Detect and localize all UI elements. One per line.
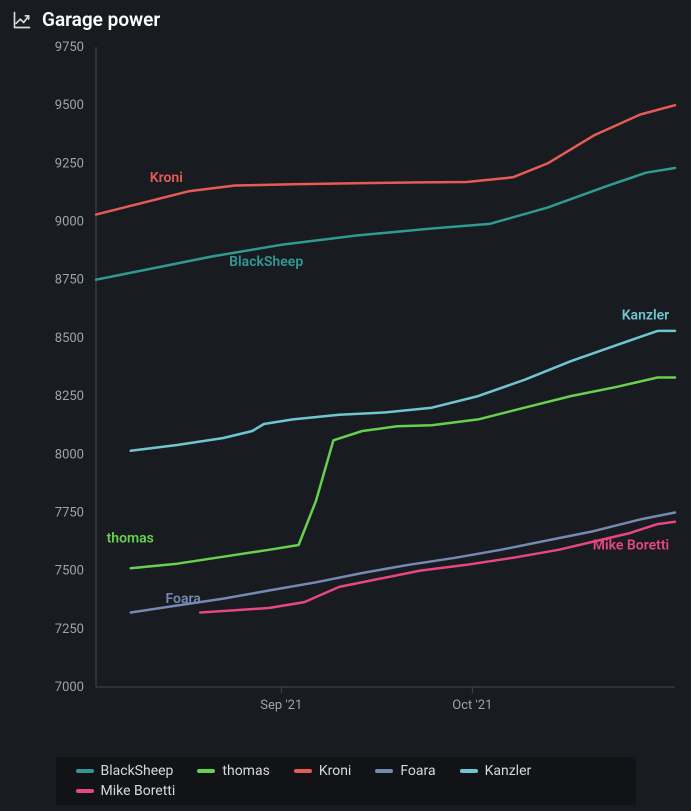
legend-item-mike-boretti[interactable]: Mike Boretti [76, 783, 176, 799]
series-label-thomas: thomas [107, 531, 154, 547]
series-line-mike-boretti [200, 522, 675, 613]
y-tick-label: 8500 [55, 331, 84, 346]
legend-label: Foara [400, 763, 435, 779]
y-tick-label: 7000 [55, 680, 84, 695]
legend-item-blacksheep[interactable]: BlackSheep [76, 763, 174, 779]
legend-label: thomas [222, 763, 269, 779]
series-label-blacksheep: BlackSheep [229, 254, 303, 270]
legend-label: Kroni [319, 763, 352, 779]
legend-item-kanzler[interactable]: Kanzler [460, 763, 532, 779]
y-tick-label: 8250 [55, 389, 84, 404]
legend-swatch [460, 769, 478, 773]
y-tick-label: 7250 [55, 622, 84, 637]
panel-header: Garage power [6, 6, 685, 37]
x-tick-label: Sep '21 [260, 698, 302, 713]
legend-swatch [294, 769, 312, 773]
legend-swatch [375, 769, 393, 773]
x-tick-label: Oct '21 [452, 698, 492, 713]
y-tick-label: 9000 [55, 215, 84, 230]
legend-label: BlackSheep [101, 763, 174, 779]
line-chart-icon [12, 10, 32, 30]
series-line-foara [131, 513, 675, 613]
legend-item-foara[interactable]: Foara [375, 763, 435, 779]
y-tick-label: 7750 [55, 505, 84, 520]
legend-label: Mike Boretti [101, 783, 176, 799]
y-tick-label: 7500 [55, 564, 84, 579]
chart-legend: BlackSheep thomas Kroni Foara Kanzler Mike Bo… [0, 757, 691, 805]
series-label-foara: Foara [165, 591, 200, 607]
y-tick-label: 9750 [55, 40, 84, 55]
legend-swatch [76, 769, 94, 773]
series-line-kroni [96, 105, 675, 214]
chart-panel: Garage power 7000 7250 7500 7750 8000 8250 850… [0, 0, 691, 811]
legend-label: Kanzler [485, 763, 532, 779]
series-label-kanzler: Kanzler [622, 307, 670, 323]
legend-item-kroni[interactable]: Kroni [294, 763, 352, 779]
y-tick-label: 8000 [55, 447, 84, 462]
series-label-kroni: Kroni [150, 170, 183, 186]
chart-plot-area: 7000 7250 7500 7750 8000 8250 8500 8750 9000 9250… [6, 37, 685, 737]
legend-swatch [76, 789, 94, 793]
y-tick-label: 9500 [55, 98, 84, 113]
y-tick-label: 8750 [55, 273, 84, 288]
series-label-mike-boretti: Mike Boretti [593, 538, 669, 554]
panel-title: Garage power [42, 8, 160, 31]
y-tick-label: 9250 [55, 156, 84, 171]
legend-item-thomas[interactable]: thomas [197, 763, 269, 779]
legend-swatch [197, 769, 215, 773]
